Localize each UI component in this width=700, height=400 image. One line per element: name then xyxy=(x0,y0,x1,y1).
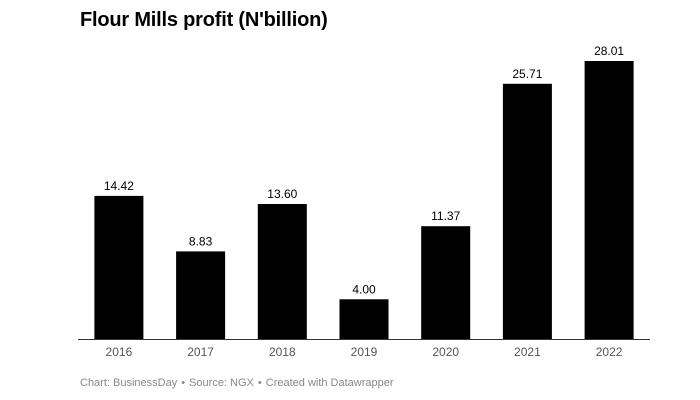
bar-2019 xyxy=(339,299,389,339)
x-tick-label-2020: 2020 xyxy=(432,345,459,359)
bar-2022 xyxy=(584,61,634,339)
x-tick-labels-group: 2016 2017 2018 2019 2020 2021 2022 xyxy=(106,345,623,359)
x-tick-label-2016: 2016 xyxy=(106,345,133,359)
value-labels-group: 14.42 8.83 13.60 4.00 11.37 25.71 28.01 xyxy=(104,44,625,296)
source-credit: Source: NGX xyxy=(189,377,254,389)
footer-separator: • xyxy=(181,377,186,389)
x-tick-label-2017: 2017 xyxy=(187,345,214,359)
value-label-2016: 14.42 xyxy=(104,179,134,193)
value-label-2018: 13.60 xyxy=(267,187,297,201)
chart-title: Flour Mills profit (N'billion) xyxy=(80,9,328,31)
value-label-2019: 4.00 xyxy=(352,282,376,296)
x-tick-label-2019: 2019 xyxy=(351,345,378,359)
x-tick-label-2022: 2022 xyxy=(596,345,623,359)
value-label-2021: 25.71 xyxy=(512,67,542,81)
value-label-2017: 8.83 xyxy=(189,234,213,248)
footer-separator: • xyxy=(257,377,262,389)
chart-footer: Chart: BusinessDay • Source: NGX • Created w… xyxy=(80,377,394,389)
bar-2018 xyxy=(257,204,307,339)
datawrapper-credit: Created with Datawrapper xyxy=(265,377,394,389)
x-tick-label-2021: 2021 xyxy=(514,345,541,359)
bars-group xyxy=(94,61,634,339)
value-label-2022: 28.01 xyxy=(594,44,624,58)
value-label-2020: 11.37 xyxy=(431,209,460,223)
bar-2021 xyxy=(502,83,552,339)
bar-2020 xyxy=(421,226,471,339)
x-tick-label-2018: 2018 xyxy=(269,345,296,359)
chart-credit: Chart: BusinessDay xyxy=(80,377,178,389)
bar-2016 xyxy=(94,195,144,339)
bar-2017 xyxy=(176,251,226,339)
